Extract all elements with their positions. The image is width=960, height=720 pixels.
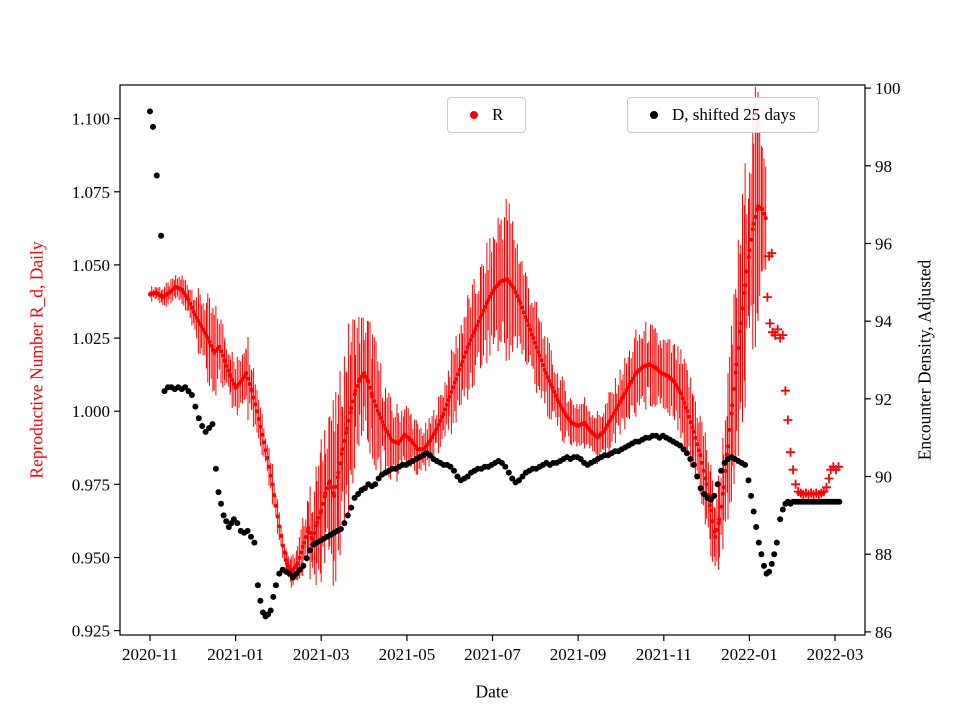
svg-text:1.025: 1.025 [72, 329, 110, 348]
left-axis-title: Reproductive Number R_d, Daily [26, 241, 47, 479]
right-axis-title: Encounter Density, Adjusted [914, 259, 935, 461]
svg-text:0.950: 0.950 [72, 549, 110, 568]
svg-text:86: 86 [875, 623, 892, 642]
svg-text:0.975: 0.975 [72, 475, 110, 494]
svg-text:90: 90 [875, 468, 892, 487]
svg-text:94: 94 [875, 312, 893, 331]
svg-text:96: 96 [875, 235, 892, 254]
x-axis-title: Date [475, 681, 509, 702]
svg-text:92: 92 [875, 390, 892, 409]
svg-text:2021-01: 2021-01 [207, 645, 264, 664]
svg-text:1.100: 1.100 [72, 110, 110, 129]
svg-text:2021-05: 2021-05 [379, 645, 436, 664]
svg-text:88: 88 [875, 545, 892, 564]
svg-text:1.075: 1.075 [72, 183, 110, 202]
svg-text:1.000: 1.000 [72, 402, 110, 421]
legend-r: R [447, 97, 527, 133]
svg-text:98: 98 [875, 157, 892, 176]
svg-text:2021-07: 2021-07 [464, 645, 521, 664]
svg-text:1.050: 1.050 [72, 256, 110, 275]
svg-text:2021-11: 2021-11 [636, 645, 692, 664]
legend-d-dot-icon [650, 111, 658, 119]
legend-r-dot-icon [470, 111, 478, 119]
svg-text:2022-03: 2022-03 [807, 645, 864, 664]
svg-text:2021-03: 2021-03 [293, 645, 350, 664]
legend-r-label: R [492, 105, 504, 124]
svg-text:2021-09: 2021-09 [550, 645, 607, 664]
svg-text:2022-01: 2022-01 [721, 645, 778, 664]
legend-d-label: D, shifted 25 days [672, 105, 796, 124]
svg-text:2020-11: 2020-11 [122, 645, 178, 664]
legend-d: D, shifted 25 days [627, 97, 819, 133]
svg-text:0.925: 0.925 [72, 622, 110, 641]
svg-text:100: 100 [875, 79, 901, 98]
